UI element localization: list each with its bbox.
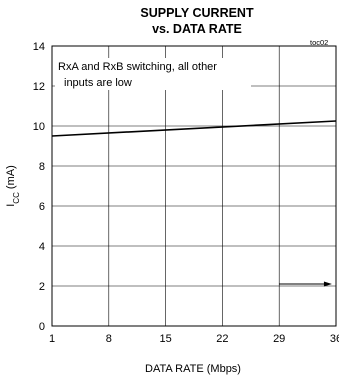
y-tick-label: 10 [33,121,45,133]
y-tick-label: 6 [39,201,45,213]
x-tick-labels: 1 8 15 22 29 36 [49,333,339,345]
series-layer [51,120,337,137]
annotation-line-1: RxA and RxB switching, all other [58,61,217,73]
arrow-head [323,281,332,287]
y-tick-labels: 0 2 4 6 8 10 12 14 [33,41,45,333]
x-axis-label: DATA RATE (Mbps) [145,363,241,375]
x-tick-label: 22 [216,333,228,345]
annotation-line-2: inputs are low [64,77,132,89]
x-tick-label: 15 [159,333,171,345]
annotation-background [55,58,251,90]
x-tick-label: 36 [330,333,339,345]
plot-frame [51,45,337,327]
x-tick-label: 29 [273,333,285,345]
y-axis-label-main: I [5,204,17,207]
chart-subtitle: vs. DATA RATE [152,22,242,36]
y-tick-label: 12 [33,81,45,93]
y-tick-label: 8 [39,161,45,173]
y-axis-label: ICC (mA) [5,165,21,207]
y-axis-label-unit: (mA) [5,165,17,192]
y-tick-label: 0 [39,321,45,333]
y-tick-label: 2 [39,281,45,293]
y-tick-label: 14 [33,41,45,53]
y-axis-label-subscript: CC [12,192,21,204]
arrow-layer [279,281,332,287]
x-tick-label: 8 [106,333,112,345]
figure-code: toc02 [310,38,328,47]
x-tick-label: 1 [49,333,55,345]
supply-current-line [51,120,337,137]
y-tick-label: 4 [39,241,45,253]
chart-title: SUPPLY CURRENT [140,6,254,20]
